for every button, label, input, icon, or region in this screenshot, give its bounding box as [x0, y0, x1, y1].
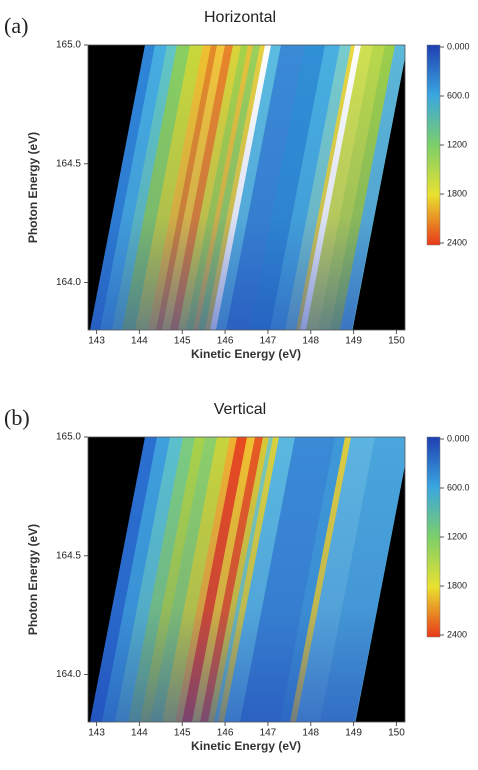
colorbar — [426, 44, 441, 246]
colorbar-tick-label: 1800 — [447, 580, 467, 590]
x-tick-label: 149 — [345, 728, 362, 739]
heatmap — [90, 437, 405, 722]
colorbar-tick-label: 1200 — [447, 139, 467, 149]
y-tick-label: 164.5 — [56, 158, 81, 169]
x-tick-label: 149 — [345, 336, 362, 347]
heatmap — [90, 45, 405, 330]
colorbar-tick-label: 2400 — [447, 629, 467, 639]
x-tick-label: 147 — [260, 728, 277, 739]
colorbar-tick-label: 1200 — [447, 531, 467, 541]
colorbar — [426, 436, 441, 638]
y-axis-label: Photon Energy (eV) — [26, 132, 40, 243]
plot-frame — [87, 436, 406, 723]
colorbar-tick-label: 600.0 — [447, 90, 470, 100]
y-tick-label: 165.0 — [56, 40, 81, 51]
x-axis-label: Kinetic Energy (eV) — [191, 347, 301, 361]
colorbar-tick-label: 0.000 — [447, 433, 470, 443]
x-tick-label: 143 — [88, 728, 105, 739]
x-tick-label: 146 — [217, 728, 234, 739]
colorbar-tick-label: 2400 — [447, 237, 467, 247]
panel-label: (a) — [4, 13, 28, 38]
panel-label: (b) — [4, 405, 30, 430]
x-tick-label: 148 — [302, 336, 319, 347]
y-tick-label: 165.0 — [56, 432, 81, 443]
x-tick-label: 150 — [388, 728, 405, 739]
x-tick-label: 150 — [388, 336, 405, 347]
x-tick-label: 145 — [174, 336, 191, 347]
plot-frame — [87, 44, 406, 331]
x-tick-label: 145 — [174, 728, 191, 739]
colorbar-tick-label: 1800 — [447, 188, 467, 198]
y-tick-label: 164.0 — [56, 277, 81, 288]
x-tick-label: 147 — [260, 336, 277, 347]
colorbar-tick-label: 600.0 — [447, 482, 470, 492]
x-tick-label: 143 — [88, 336, 105, 347]
colorbar-tick-label: 0.000 — [447, 41, 470, 51]
x-tick-label: 146 — [217, 336, 234, 347]
heatmap-shade — [90, 437, 405, 722]
y-tick-label: 164.0 — [56, 669, 81, 680]
chart-title: Horizontal — [204, 9, 276, 26]
chart-title: Vertical — [214, 401, 266, 418]
x-tick-label: 148 — [302, 728, 319, 739]
x-tick-label: 144 — [131, 336, 148, 347]
heatmap-shade — [90, 45, 405, 330]
x-axis-label: Kinetic Energy (eV) — [191, 739, 301, 753]
y-axis-label: Photon Energy (eV) — [26, 524, 40, 635]
y-tick-label: 164.5 — [56, 550, 81, 561]
x-tick-label: 144 — [131, 728, 148, 739]
